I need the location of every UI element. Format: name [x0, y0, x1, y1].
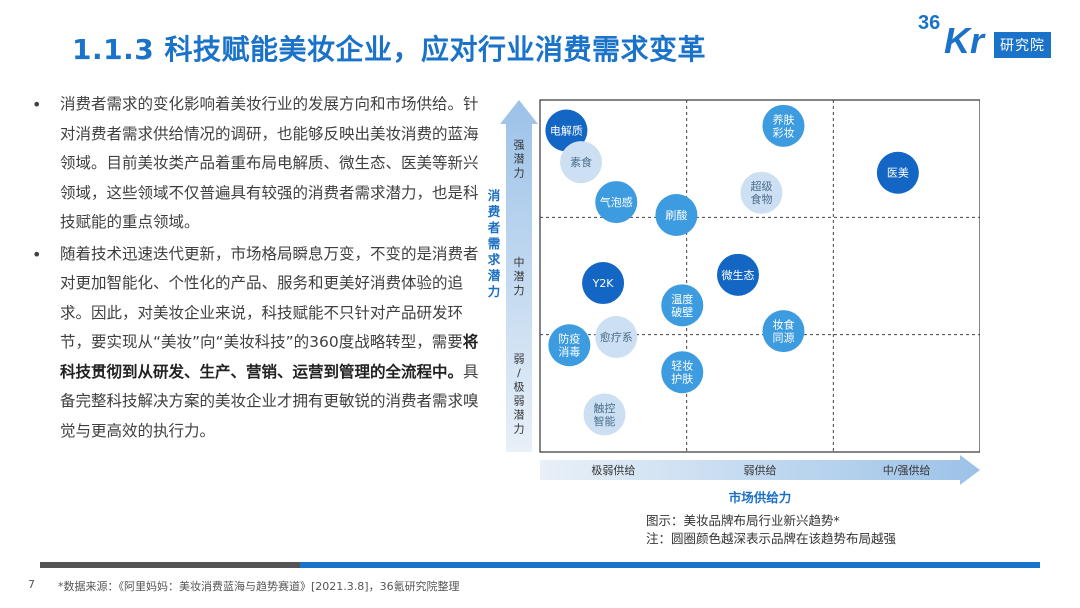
x-axis-arrow: [540, 455, 980, 485]
data-label: 防疫消毒: [558, 332, 580, 359]
data-point: [595, 316, 638, 359]
bullet-text-2-pre: 随着技术迅速迭代更新，市场格局瞬息万变，不变的是消费者对更加智能化、个性化的产品…: [60, 244, 479, 352]
y-tick-label: 中潜力: [514, 256, 525, 297]
page-number: 7: [28, 578, 35, 591]
bullet-item-1: • 消费者需求的变化影响着美妆行业的发展方向和市场供给。针对消费者需求供给情况的…: [30, 90, 480, 238]
data-label: 刷酸: [665, 208, 687, 222]
data-point: [545, 109, 588, 152]
bullet-dot-icon: •: [32, 244, 42, 264]
bullet-item-2: • 随着技术迅速迭代更新，市场格局瞬息万变，不变的是消费者对更加智能化、个性化的…: [30, 240, 480, 447]
bullet-list: • 消费者需求的变化影响着美妆行业的发展方向和市场供给。针对消费者需求供给情况的…: [30, 90, 480, 448]
footer-bar-dark: [40, 562, 300, 568]
data-point: [655, 193, 698, 236]
data-point: [548, 324, 591, 367]
bullet-text-1: 消费者需求的变化影响着美妆行业的发展方向和市场供给。针对消费者需求供给情况的调研…: [60, 95, 479, 231]
logo-number: 36: [918, 12, 941, 34]
data-label: 素食: [570, 155, 592, 169]
bullet-text-2-post: 具备完整科技解决方案的美妆企业才拥有更敏锐的消费者需求嗅觉与更高效的执行力。: [60, 362, 479, 440]
data-point: [762, 104, 805, 147]
data-label: Y2K: [592, 277, 615, 290]
y-tick-label: 弱/极弱潜力: [514, 352, 525, 435]
data-label: 气泡感: [600, 195, 633, 209]
data-source: *数据来源：《阿里妈妈：美妆消费蓝海与趋势赛道》[2021.3.8]，36氪研究…: [58, 580, 460, 593]
data-label: 养肤彩妆: [772, 112, 794, 139]
data-label: 妆食同源: [772, 318, 794, 345]
bullet-text-2-bold: 将科技贯彻到从研发、生产、营销、运营到管理的全流程中。: [60, 333, 479, 381]
data-label: 愈疗系: [600, 330, 633, 344]
chart-caption: 图示：美妆品牌布局行业新兴趋势* 注：圆圈颜色越深表示品牌在该趋势布局越强: [646, 512, 896, 548]
data-point: [740, 171, 783, 214]
data-point: [876, 151, 919, 194]
x-tick-label: 弱供给: [744, 463, 777, 477]
data-point: [583, 393, 626, 436]
data-point: [762, 310, 805, 353]
footer-bar-blue: [300, 562, 1040, 568]
data-point: [661, 284, 704, 327]
data-label: 微生态: [722, 268, 755, 282]
data-label: 医美: [887, 167, 909, 180]
bullet-dot-icon: •: [32, 95, 42, 114]
x-tick-label: 极弱供给: [591, 463, 635, 477]
data-label: 超级食物: [750, 179, 772, 206]
caption-line-2: 注：圆圈颜色越深表示品牌在该趋势布局越强: [646, 531, 897, 546]
data-label: 轻妆护肤: [671, 359, 693, 386]
data-point: [560, 141, 603, 184]
data-point: [661, 351, 704, 394]
caption-line-1: 图示：美妆品牌布局行业新兴趋势*: [646, 513, 840, 528]
x-axis-title: 市场供给力: [729, 490, 792, 505]
data-point: [595, 181, 638, 224]
data-point: [582, 262, 625, 305]
data-label: 温度破壁: [671, 292, 693, 319]
logo-letters: Kr: [944, 20, 985, 61]
x-tick-label: 中/强供给: [883, 463, 931, 477]
y-axis-title: 消费者需求潜力: [488, 188, 501, 299]
brand-logo: 36 Kr 研究院: [918, 12, 1068, 64]
page-title: 1.1.3 科技赋能美妆企业，应对行业消费需求变革: [72, 33, 706, 66]
logo-tag: 研究院: [994, 32, 1051, 58]
data-label: 电解质: [550, 124, 583, 138]
data-point: [717, 253, 759, 296]
y-axis-arrow: [500, 100, 538, 452]
y-tick-label: 强潜力: [514, 139, 525, 180]
data-label: 触控智能: [594, 401, 616, 428]
